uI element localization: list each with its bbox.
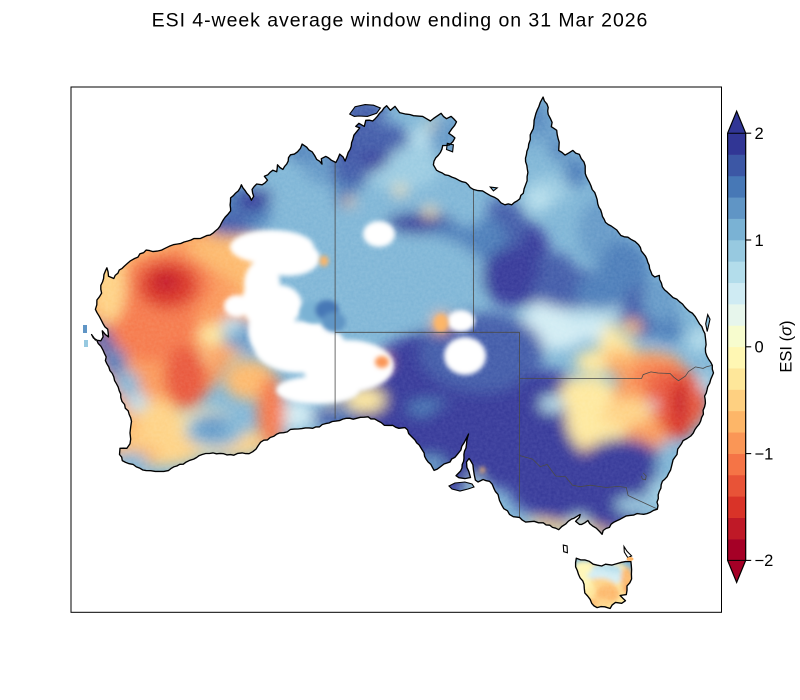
svg-text:ESI 4-week average window endi: ESI 4-week average window ending on 31 M… <box>152 10 649 32</box>
svg-text:0: 0 <box>755 339 764 357</box>
svg-text:ESI (σ): ESI (σ) <box>778 320 796 372</box>
svg-text:2: 2 <box>755 125 764 143</box>
svg-text:−2: −2 <box>755 552 774 570</box>
svg-text:1: 1 <box>755 232 764 250</box>
svg-text:−1: −1 <box>755 445 774 463</box>
